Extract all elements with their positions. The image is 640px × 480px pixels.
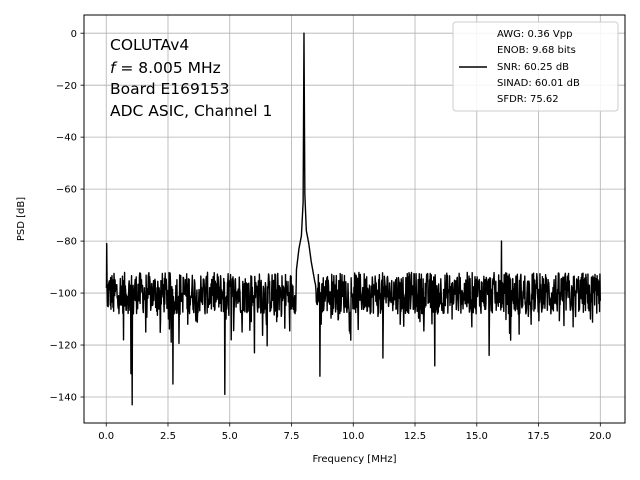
x-tick-label: 7.5 xyxy=(284,431,300,442)
x-tick-label: 17.5 xyxy=(527,431,549,442)
legend-entry-enob: ENOB: 9.68 bits xyxy=(497,45,576,56)
y-tick-label: −20 xyxy=(56,81,77,92)
series-group xyxy=(105,32,601,406)
annotation-frequency: f = 8.005 MHz xyxy=(110,59,221,77)
legend-entry-awg: AWG: 0.36 Vpp xyxy=(497,29,572,40)
psd-series-line xyxy=(105,32,601,406)
y-tick-label: −140 xyxy=(50,393,77,404)
annotation-frequency-value: = 8.005 MHz xyxy=(115,59,220,77)
y-axis-ticks: 0 −20 −40 −60 −80 −100 −120 −140 xyxy=(50,29,84,404)
y-tick-label: −80 xyxy=(56,237,77,248)
x-axis-label: Frequency [MHz] xyxy=(312,454,396,465)
x-tick-label: 20.0 xyxy=(589,431,611,442)
x-tick-label: 10.0 xyxy=(342,431,364,442)
annotation-frequency-symbol: f xyxy=(110,59,118,77)
y-tick-label: −120 xyxy=(50,341,77,352)
x-axis-ticks: 0.0 2.5 5.0 7.5 10.0 12.5 15.0 17.5 20.0 xyxy=(98,423,611,442)
y-tick-label: −100 xyxy=(50,289,77,300)
legend-entry-sinad: SINAD: 60.01 dB xyxy=(497,78,580,89)
annotation-board: Board E169153 xyxy=(110,80,229,98)
y-tick-label: −60 xyxy=(56,185,77,196)
legend-box xyxy=(452,21,619,112)
legend-entry-snr: SNR: 60.25 dB xyxy=(497,62,569,73)
y-axis-label: PSD [dB] xyxy=(16,197,27,241)
x-tick-label: 0.0 xyxy=(98,431,114,442)
x-tick-label: 15.0 xyxy=(466,431,488,442)
legend-entry-sfdr: SFDR: 75.62 xyxy=(497,94,559,105)
y-tick-label: −40 xyxy=(56,133,77,144)
annotation-device: COLUTAv4 xyxy=(110,36,189,54)
legend: AWG: 0.36 Vpp ENOB: 9.68 bits SNR: 60.25… xyxy=(452,21,619,112)
y-tick-label: 0 xyxy=(71,29,77,40)
annotation-block: COLUTAv4 f = 8.005 MHz Board E169153 ADC… xyxy=(110,36,272,120)
plot-frame xyxy=(83,14,626,424)
annotation-channel: ADC ASIC, Channel 1 xyxy=(110,102,272,120)
x-tick-label: 2.5 xyxy=(160,431,176,442)
x-tick-label: 12.5 xyxy=(404,431,426,442)
x-tick-label: 5.0 xyxy=(222,431,238,442)
